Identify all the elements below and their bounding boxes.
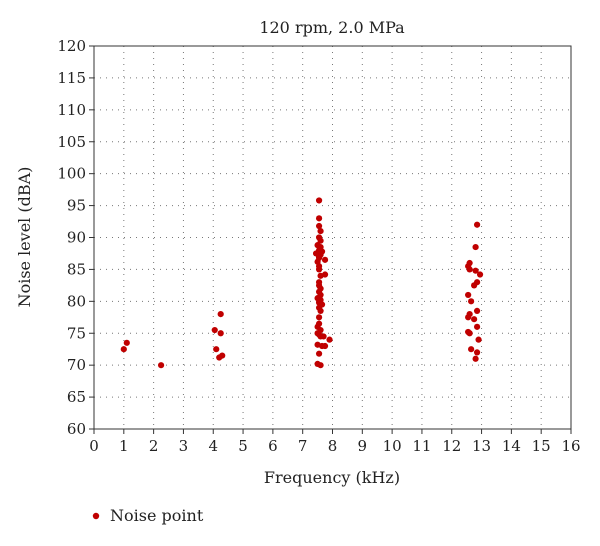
x-tick-label: 1 [119,437,129,455]
data-point [472,243,479,251]
data-point [466,330,473,337]
data-point [471,316,478,323]
data-point [475,336,482,343]
y-tick-label: 120 [57,37,86,55]
y-tick-label: 110 [57,101,86,119]
data-point [326,336,333,343]
y-tick-label: 65 [67,388,86,406]
data-points [120,197,484,369]
data-point [472,355,479,362]
data-point [123,339,130,346]
data-point [465,314,472,321]
data-point [468,346,475,353]
x-tick-label: 3 [179,437,189,455]
legend-marker [92,512,100,520]
data-point [321,256,329,263]
data-point [317,237,324,244]
data-point [217,311,224,318]
y-tick-label: 100 [57,165,86,183]
data-point [157,362,165,369]
y-tick-label: 115 [57,69,86,87]
data-point [317,307,324,315]
data-point [473,221,481,228]
x-tick-label: 12 [442,437,461,455]
data-point [213,346,220,353]
data-point [473,349,481,356]
data-point [317,228,324,235]
data-point [315,215,323,222]
data-point [320,333,327,340]
x-tick-label: 6 [268,437,278,455]
x-tick-label: 0 [89,437,99,455]
y-tick-label: 70 [67,356,86,374]
y-tick-label: 80 [67,292,86,310]
x-tick-label: 10 [383,437,402,455]
y-tick-label: 105 [57,133,86,151]
y-axis-label: Noise level (dBA) [15,167,34,308]
data-point [476,271,484,278]
y-tick-label: 75 [67,324,86,342]
x-axis: 0 1 2 3 4 5 6 7 8 9 10 11 12 13 14 15 16 [89,429,581,455]
data-point [315,350,323,357]
x-tick-label: 2 [149,437,159,455]
data-point [321,342,329,350]
data-point [472,267,479,274]
data-point [468,298,475,305]
data-point [315,222,323,230]
data-point [473,323,481,330]
grid [94,46,571,429]
x-tick-label: 7 [298,437,308,455]
data-point [120,346,127,353]
y-tick-label: 95 [67,197,86,215]
x-axis-label: Frequency (kHz) [264,468,400,487]
data-point [315,314,323,321]
chart-title: 120 rpm, 2.0 MPa [259,18,405,37]
x-tick-label: 15 [532,437,551,455]
data-point [465,291,472,299]
x-tick-label: 5 [238,437,248,455]
data-point [217,330,224,337]
data-point [466,266,473,273]
x-tick-label: 11 [412,437,431,455]
plot-area-frame [93,45,572,430]
data-point [473,307,481,315]
data-point [315,197,323,204]
legend: Noise point [92,506,204,525]
x-tick-label: 16 [561,437,580,455]
data-point [315,266,323,273]
data-point [471,282,478,289]
legend-label: Noise point [110,506,204,525]
y-tick-label: 90 [67,229,86,247]
x-tick-label: 14 [502,437,521,455]
y-tick-label: 85 [67,260,86,278]
x-tick-label: 8 [328,437,338,455]
x-tick-label: 13 [472,437,491,455]
x-tick-label: 4 [208,437,218,455]
x-tick-label: 9 [358,437,368,455]
data-point [211,326,218,334]
data-point [219,352,226,359]
data-point [317,362,324,369]
y-axis: 60 65 70 75 80 85 90 95 100 105 110 115 120 [57,37,94,438]
data-point [321,271,329,278]
y-tick-label: 60 [67,420,86,438]
